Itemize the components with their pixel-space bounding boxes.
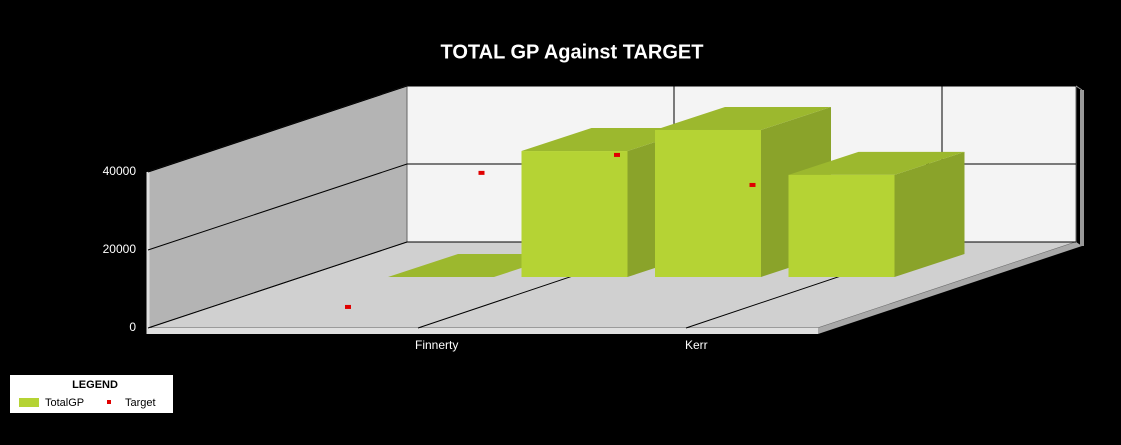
- floor-side: [818, 242, 1082, 334]
- x-tick-label: Finnerty: [415, 338, 458, 352]
- bar-top: [388, 254, 564, 277]
- wall-edge: [1075, 85, 1083, 91]
- target-point: [749, 182, 756, 187]
- target-point: [478, 170, 485, 175]
- legend-swatch: [107, 400, 111, 404]
- legend-title: LEGEND: [72, 379, 118, 391]
- chart-title: TOTAL GP Against TARGET: [441, 41, 704, 63]
- y-tick-label: 40000: [103, 164, 137, 178]
- bar-side: [894, 151, 965, 277]
- legend-label: Target: [125, 397, 156, 409]
- legend-swatch: [19, 398, 39, 407]
- bar-front: [655, 129, 761, 277]
- bar-top: [788, 151, 965, 175]
- target-point: [614, 152, 620, 157]
- bar: [388, 254, 564, 277]
- bar: [788, 151, 965, 277]
- floor-edge: [148, 328, 818, 334]
- x-tick-label: Kerr: [685, 338, 708, 352]
- bar-top: [655, 106, 831, 130]
- y-tick-label: 0: [129, 320, 136, 334]
- y-tick-label: 20000: [103, 242, 137, 256]
- bar-front: [788, 174, 895, 277]
- target-point: [345, 304, 351, 309]
- bar-front: [521, 151, 628, 277]
- bar-top: [521, 128, 698, 152]
- legend-label: TotalGP: [45, 397, 84, 409]
- grid-line: [147, 85, 1076, 173]
